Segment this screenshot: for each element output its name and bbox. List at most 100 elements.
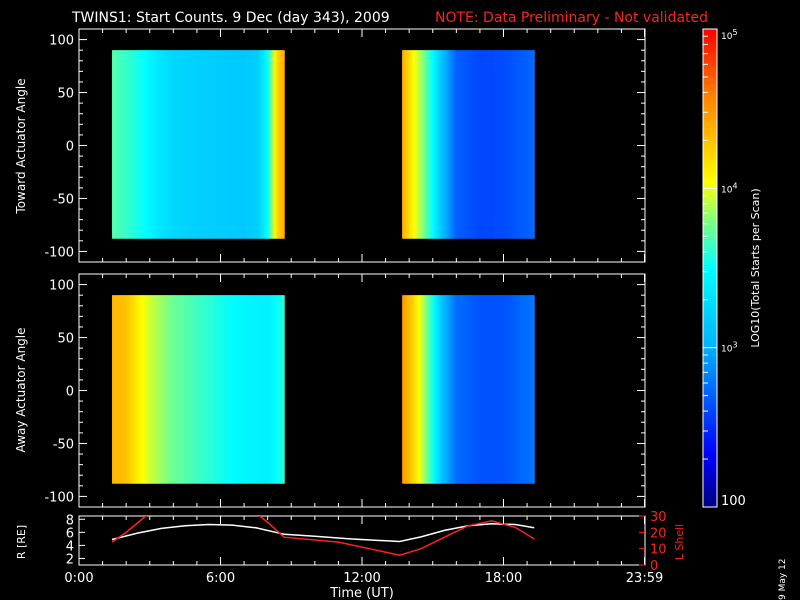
heatmap-column <box>201 50 203 239</box>
heatmap-column <box>163 295 165 484</box>
heatmap-column <box>277 295 279 484</box>
heatmap-column <box>443 50 445 239</box>
heatmap-column <box>407 295 409 484</box>
heatmap-column <box>472 50 474 239</box>
heatmap-column <box>112 295 114 484</box>
heatmap-column <box>255 50 257 239</box>
heatmap-column <box>253 50 255 239</box>
y-tick-label: 100 <box>49 34 74 49</box>
heatmap-column <box>199 50 201 239</box>
heatmap-column <box>113 295 115 484</box>
heatmap-column <box>533 50 535 239</box>
heatmap-column <box>480 295 482 484</box>
heatmap-column <box>496 295 498 484</box>
heatmap-column <box>264 50 266 239</box>
heatmap-column <box>496 50 498 239</box>
heatmap-column <box>152 50 154 239</box>
heatmap-column <box>443 295 445 484</box>
heatmap-column <box>489 295 491 484</box>
heatmap-column <box>210 50 212 239</box>
heatmap-column <box>190 295 192 484</box>
heatmap-column <box>498 295 500 484</box>
heatmap-column <box>199 295 201 484</box>
heatmap-column <box>486 295 488 484</box>
heatmap-column <box>240 50 242 239</box>
heatmap-column <box>123 295 125 484</box>
heatmap-column <box>175 295 177 484</box>
heatmap-column <box>115 50 117 239</box>
heatmap-column <box>449 295 451 484</box>
heatmap-column <box>491 50 493 239</box>
heatmap-column <box>473 50 475 239</box>
l-shell-line <box>111 516 535 556</box>
heatmap-column <box>500 295 502 484</box>
heatmap-column <box>279 50 281 239</box>
heatmap-column <box>467 295 469 484</box>
heatmap-column <box>441 295 443 484</box>
heatmap-column <box>138 295 140 484</box>
heatmap-column <box>212 295 214 484</box>
heatmap-column <box>516 50 518 239</box>
heatmap-column <box>518 295 520 484</box>
heatmap-column <box>259 50 261 239</box>
heatmap-column <box>514 295 516 484</box>
heatmap-column <box>512 295 514 484</box>
heatmap-column <box>505 50 507 239</box>
heatmap-column <box>487 50 489 239</box>
heatmap-column <box>412 295 414 484</box>
heatmap-column <box>181 295 183 484</box>
heatmap-column <box>423 295 425 484</box>
r-tick-label: 6 <box>66 526 74 541</box>
heatmap-column <box>203 295 205 484</box>
heatmap-column <box>184 295 186 484</box>
heatmap-column <box>406 295 408 484</box>
heatmap-column <box>120 295 122 484</box>
heatmap-column <box>454 50 456 239</box>
heatmap-column <box>277 50 279 239</box>
heatmap-column <box>175 50 177 239</box>
heatmap-column <box>500 50 502 239</box>
heatmap-column <box>462 50 464 239</box>
heatmap-column <box>190 50 192 239</box>
heatmap-column <box>493 50 495 239</box>
heatmap-column <box>466 295 468 484</box>
y-tick-label: 0 <box>66 140 74 155</box>
heatmap-column <box>138 50 140 239</box>
heatmap-column <box>162 50 164 239</box>
heatmap-column <box>182 295 184 484</box>
heatmap-column <box>523 295 525 484</box>
heatmap-column <box>196 50 198 239</box>
heatmap-column <box>507 295 509 484</box>
heatmap-column <box>249 50 251 239</box>
r-tick-label: 4 <box>66 539 74 554</box>
heatmap-column <box>125 50 127 239</box>
heatmap-column <box>150 50 152 239</box>
heatmap-column <box>159 295 161 484</box>
heatmap-column <box>429 295 431 484</box>
heatmap-column <box>232 295 234 484</box>
heatmap-column <box>267 295 269 484</box>
heatmap-column <box>194 50 196 239</box>
heatmap-column <box>267 50 269 239</box>
heatmap-column <box>450 50 452 239</box>
y-tick-label: 0 <box>66 385 74 400</box>
heatmap-column <box>254 50 256 239</box>
heatmap-column <box>444 50 446 239</box>
heatmap-column <box>427 50 429 239</box>
heatmap-column <box>457 50 459 239</box>
heatmap-column <box>269 295 271 484</box>
heatmap-column <box>226 295 228 484</box>
heatmap-column <box>139 50 141 239</box>
heatmap-column <box>526 295 528 484</box>
heatmap-column <box>221 295 223 484</box>
heatmap-column <box>246 50 248 239</box>
heatmap-column <box>155 50 157 239</box>
heatmap-column <box>434 295 436 484</box>
heatmap-column <box>117 295 119 484</box>
colorbar-tick-exponent: 4 <box>732 181 737 190</box>
heatmap-column <box>498 50 500 239</box>
heatmap-column <box>184 50 186 239</box>
heatmap-column <box>494 295 496 484</box>
heatmap-column <box>517 295 519 484</box>
heatmap-column <box>226 50 228 239</box>
